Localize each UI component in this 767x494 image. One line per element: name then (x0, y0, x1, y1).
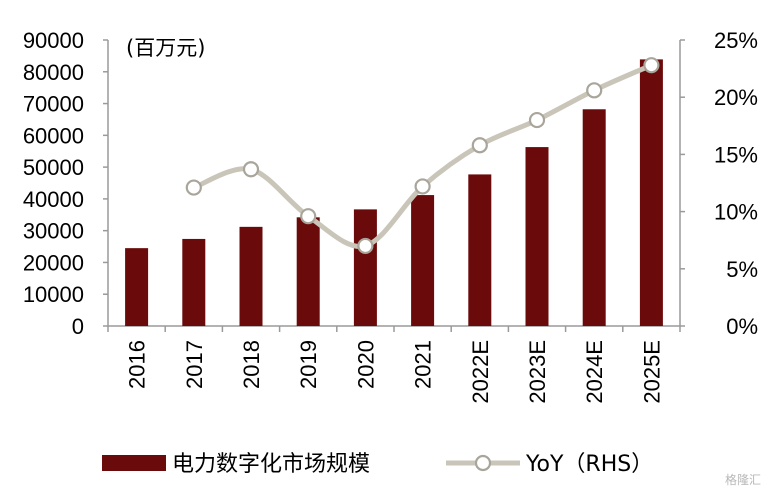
left-tick-label: 50000 (23, 155, 84, 180)
left-tick-label: 80000 (23, 60, 84, 85)
yoy-point (414, 178, 431, 195)
bar (296, 217, 320, 326)
left-tick-label: 10000 (23, 282, 84, 307)
left-tick-label: 70000 (23, 92, 84, 117)
right-tick-label: 20% (714, 85, 758, 110)
bar (582, 109, 606, 326)
right-tick-label: 25% (714, 28, 758, 53)
right-tick-label: 10% (714, 200, 758, 225)
legend-line-marker (474, 454, 492, 472)
left-tick-label: 60000 (23, 123, 84, 148)
x-tick-label: 2023E (525, 340, 550, 404)
yoy-point (300, 208, 317, 225)
left-tick-label: 30000 (23, 219, 84, 244)
bar (239, 226, 263, 326)
x-tick-label: 2024E (582, 340, 607, 404)
left-tick-label: 40000 (23, 187, 84, 212)
left-tick-label: 90000 (23, 28, 84, 53)
yoy-point (586, 82, 603, 99)
right-tick-label: 15% (714, 142, 758, 167)
left-tick-label: 20000 (23, 250, 84, 275)
right-tick-label: 5% (726, 257, 758, 282)
yoy-point (242, 161, 260, 178)
watermark: 格隆汇 (724, 473, 761, 487)
yoy-point (528, 111, 546, 129)
bar (182, 238, 206, 326)
bar (353, 209, 377, 326)
right-tick-label: 0% (726, 314, 758, 339)
bar (525, 147, 549, 326)
yoy-point (185, 179, 202, 196)
bar (639, 59, 663, 326)
legend-line-label: YoY（RHS） (525, 452, 653, 477)
bar (125, 248, 149, 326)
x-tick-label: 2021 (411, 340, 436, 389)
yoy-point (357, 237, 374, 255)
x-tick-label: 2016 (125, 340, 150, 389)
x-tick-label: 2019 (296, 340, 321, 389)
left-tick-label: 0 (72, 314, 84, 339)
x-tick-label: 2020 (353, 340, 378, 389)
legend-bar-swatch (102, 455, 166, 471)
x-tick-label: 2025E (639, 340, 664, 404)
x-tick-label: 2017 (182, 340, 207, 389)
bar (468, 174, 492, 326)
x-tick-label: 2022E (468, 340, 493, 404)
yoy-point (471, 137, 488, 154)
legend-bar-label: 电力数字化市场规模 (172, 452, 370, 477)
x-tick-label: 2018 (239, 340, 264, 389)
yoy-point (643, 57, 660, 74)
bar (411, 195, 435, 326)
unit-label: (百万元) (126, 36, 206, 60)
